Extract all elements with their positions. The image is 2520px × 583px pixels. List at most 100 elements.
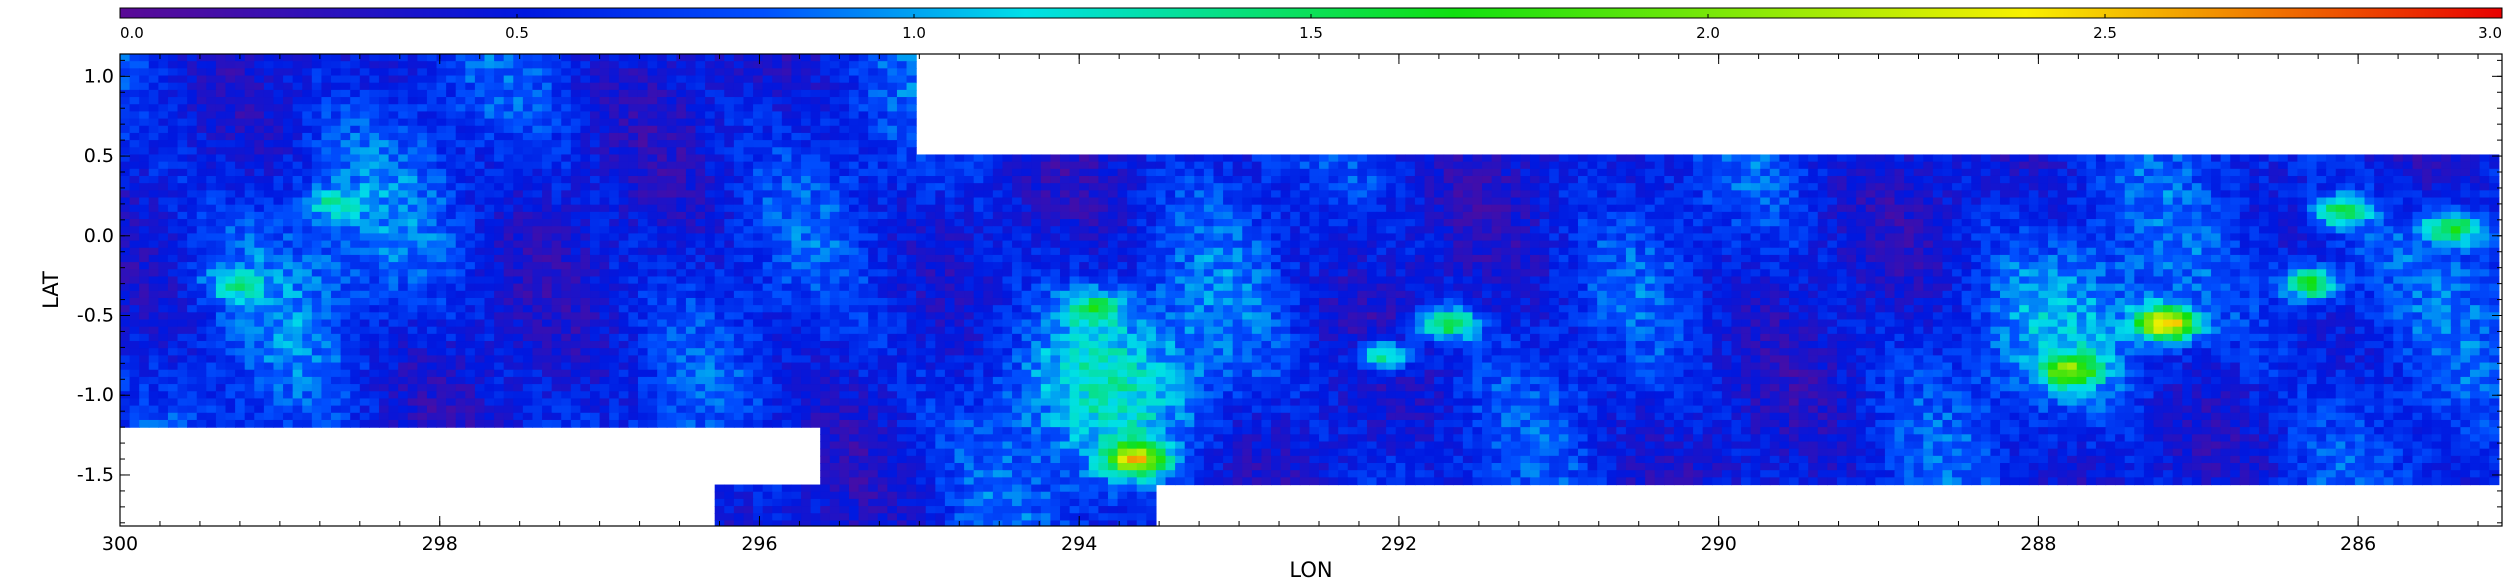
heatmap-cell xyxy=(167,147,179,156)
heatmap-cell xyxy=(398,211,409,220)
heatmap-cell xyxy=(1932,175,1944,184)
heatmap-cell xyxy=(2239,190,2251,199)
heatmap-cell xyxy=(2047,190,2059,199)
heatmap-cell xyxy=(1050,183,1061,191)
heatmap-cell xyxy=(2191,233,2203,242)
heatmap-cell xyxy=(436,97,447,105)
heatmap-cell xyxy=(1290,183,1301,191)
heatmap-cell xyxy=(906,89,917,98)
heatmap-cell xyxy=(762,168,773,177)
heatmap-cell xyxy=(1318,197,1330,206)
heatmap-cell xyxy=(1280,168,1291,177)
heatmap-cell xyxy=(1155,204,1167,213)
heatmap-cell xyxy=(561,61,572,69)
heatmap-cell xyxy=(398,190,409,199)
heatmap-cell xyxy=(1175,175,1186,184)
heatmap-cell xyxy=(148,118,159,127)
heatmap-cell xyxy=(2374,240,2385,249)
heatmap-cell xyxy=(206,140,217,148)
heatmap-cell xyxy=(196,75,207,84)
heatmap-cell xyxy=(225,168,236,177)
heatmap-cell xyxy=(167,219,179,227)
heatmap-cell xyxy=(263,211,275,220)
heatmap-cell xyxy=(139,197,150,206)
heatmap-cell xyxy=(1894,211,1905,220)
heatmap-cell xyxy=(263,104,275,113)
heatmap-cell xyxy=(446,89,457,98)
heatmap-cell xyxy=(1357,226,1368,234)
heatmap-cell xyxy=(1510,240,1522,249)
heatmap-cell xyxy=(1050,204,1061,213)
heatmap-cell xyxy=(2326,183,2337,191)
heatmap-cell xyxy=(1012,154,1023,163)
heatmap-cell xyxy=(215,118,227,127)
heatmap-cell xyxy=(896,104,908,113)
heatmap-cell xyxy=(2163,226,2174,234)
heatmap-cell xyxy=(1846,183,1857,191)
heatmap-cell xyxy=(1194,204,1205,213)
heatmap-cell xyxy=(283,168,294,177)
heatmap-cell xyxy=(1271,154,1282,163)
heatmap-cell xyxy=(1654,175,1665,184)
heatmap-cell xyxy=(417,104,428,113)
heatmap-cell xyxy=(1079,233,1090,242)
heatmap-cell xyxy=(311,204,323,213)
heatmap-cell xyxy=(1175,226,1186,234)
heatmap-cell xyxy=(359,97,370,105)
heatmap-cell xyxy=(1079,211,1090,220)
heatmap-cell xyxy=(848,118,860,127)
heatmap-cell xyxy=(666,240,677,249)
heatmap-cell xyxy=(848,61,860,69)
heatmap-cell xyxy=(120,233,131,242)
heatmap-cell xyxy=(1846,161,1857,170)
heatmap-cell xyxy=(139,190,150,199)
heatmap-cell xyxy=(311,175,323,184)
heatmap-cell xyxy=(2124,183,2135,191)
heatmap-cell xyxy=(580,140,591,148)
heatmap-cell xyxy=(609,132,620,141)
heatmap-cell xyxy=(801,68,812,77)
heatmap-cell xyxy=(177,82,188,91)
heatmap-cell xyxy=(1990,204,2001,213)
heatmap-cell xyxy=(1779,254,1790,263)
heatmap-cell xyxy=(810,89,821,98)
heatmap-cell xyxy=(676,211,687,220)
heatmap-cell xyxy=(1702,183,1713,191)
heatmap-cell xyxy=(599,54,610,62)
heatmap-cell xyxy=(2047,175,2059,184)
heatmap-cell xyxy=(935,197,946,206)
heatmap-cell xyxy=(2335,247,2346,256)
heatmap-cell xyxy=(283,125,294,134)
heatmap-cell xyxy=(1021,161,1032,170)
heatmap-cell xyxy=(1856,233,1867,242)
heatmap-cell xyxy=(781,154,793,163)
heatmap-cell xyxy=(1606,204,1617,213)
heatmap-cell xyxy=(1434,204,1445,213)
heatmap-cell xyxy=(877,118,888,127)
heatmap-cell xyxy=(2095,154,2107,163)
heatmap-cell xyxy=(1031,190,1042,199)
heatmap-cell xyxy=(2393,183,2404,191)
heatmap-cell xyxy=(235,262,246,270)
heatmap-cell xyxy=(455,125,466,134)
heatmap-cell xyxy=(2067,190,2078,199)
heatmap-cell xyxy=(1597,183,1608,191)
heatmap-cell xyxy=(1558,233,1569,242)
heatmap-cell xyxy=(369,219,380,227)
heatmap-cell xyxy=(676,54,687,62)
heatmap-cell xyxy=(1251,204,1263,213)
heatmap-cell xyxy=(1616,183,1627,191)
heatmap-cell xyxy=(1050,161,1061,170)
heatmap-cell xyxy=(196,226,207,234)
heatmap-cell xyxy=(2230,197,2241,206)
heatmap-cell xyxy=(666,132,677,141)
heatmap-cell xyxy=(2268,247,2279,256)
heatmap-cell xyxy=(292,233,303,242)
heatmap-cell xyxy=(1357,175,1368,184)
heatmap-cell xyxy=(2019,154,2030,163)
heatmap-cell xyxy=(2009,190,2020,199)
heatmap-cell xyxy=(2460,254,2471,263)
heatmap-cell xyxy=(2316,197,2327,206)
heatmap-cell xyxy=(378,61,390,69)
heatmap-cell xyxy=(2489,247,2500,256)
